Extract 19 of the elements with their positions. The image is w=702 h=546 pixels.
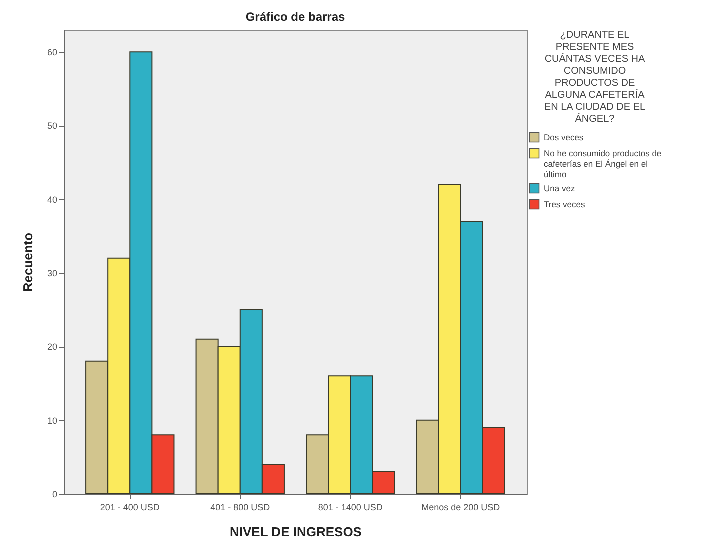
x-tick-label: 401 - 800 USD bbox=[210, 502, 271, 512]
legend-label: No he consumido productos de cafeterías en El Ángel en el último bbox=[544, 148, 662, 180]
legend-label: Dos veces bbox=[544, 132, 584, 142]
chart-title: Gráfico de barras bbox=[246, 10, 346, 24]
y-axis-title: Recuento bbox=[20, 232, 36, 292]
legend-title: ¿DURANTE EL PRESENTE MES CUÁNTAS VECES HA CONSUMIDO PRODUCTOS DE ALGUNA CAFETERÍA EN LA CIUDAD DE EL ÁNGEL? bbox=[544, 30, 646, 125]
y-tick-label: 50 bbox=[47, 121, 58, 132]
y-tick-label: 10 bbox=[47, 416, 58, 426]
x-tick-label: 201 - 400 USD bbox=[100, 502, 160, 512]
x-tick-label: 801 - 1400 USD bbox=[318, 502, 384, 512]
y-tick-label: 40 bbox=[47, 194, 58, 205]
y-tick-label: 60 bbox=[47, 48, 58, 58]
x-tick-label: Menos de 200 USD bbox=[422, 502, 501, 512]
legend-label: Una vez bbox=[544, 184, 576, 194]
y-tick-label: 30 bbox=[47, 268, 58, 279]
y-tick-label: 0 bbox=[52, 490, 58, 500]
x-axis-title: NIVEL DE INGRESOS bbox=[230, 524, 362, 540]
legend-label: Tres veces bbox=[544, 200, 586, 210]
y-tick-label: 20 bbox=[47, 342, 58, 352]
